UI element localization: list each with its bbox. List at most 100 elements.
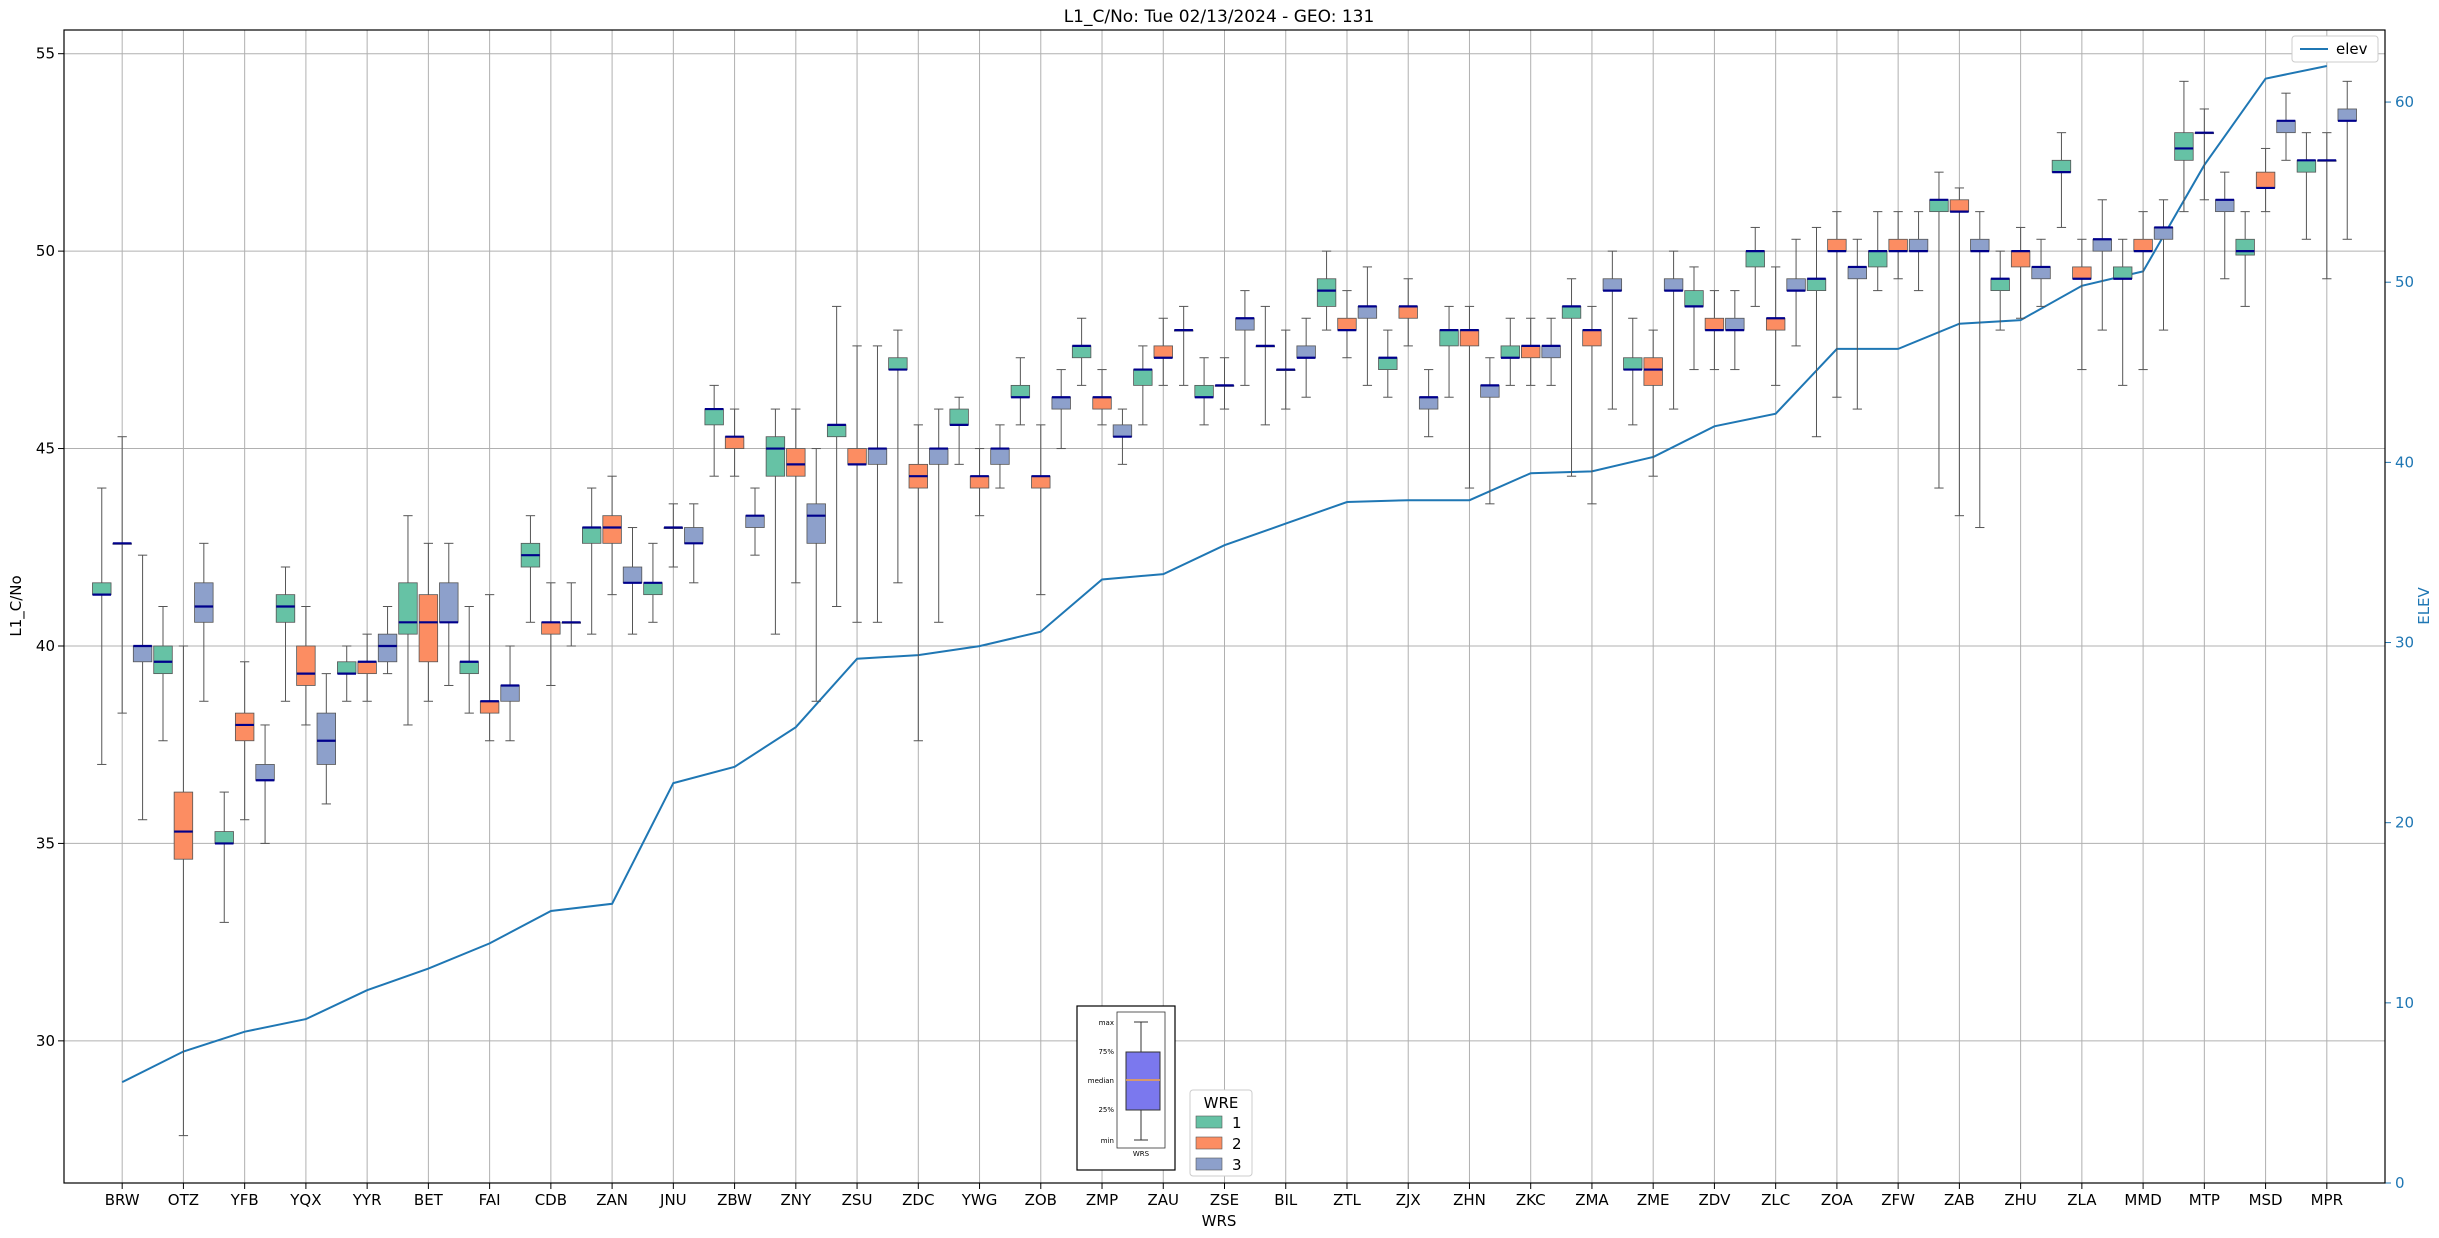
box-ZDV-wre3 bbox=[1725, 290, 1745, 371]
box-iqr bbox=[1765, 317, 1786, 331]
box-iqr bbox=[1480, 384, 1500, 398]
x-tick-label: FAI bbox=[479, 1191, 501, 1209]
box-iqr bbox=[622, 566, 643, 584]
box-iqr bbox=[2051, 159, 2072, 173]
box-ZAB-wre1 bbox=[1929, 171, 1949, 489]
box-ZSE-wre3 bbox=[1235, 290, 1255, 386]
box-iqr bbox=[602, 515, 622, 544]
box-iqr bbox=[704, 408, 724, 426]
box-ZBW-wre3 bbox=[745, 487, 765, 556]
box-YFB-wre3 bbox=[255, 724, 275, 844]
wre-legend-title: WRE bbox=[1204, 1094, 1239, 1112]
box-ZAN-wre3 bbox=[622, 527, 643, 635]
box-ZJX-wre2 bbox=[1398, 278, 1418, 347]
box-ZMP-wre3 bbox=[1112, 408, 1133, 465]
box-iqr bbox=[1949, 199, 1970, 213]
x-tick-label: ZLA bbox=[2067, 1191, 2097, 1209]
x-tick-label: MTP bbox=[2189, 1191, 2220, 1209]
box-ZHU-wre2 bbox=[2010, 226, 2031, 319]
box-iqr bbox=[1970, 238, 1990, 252]
box-ZAU-wre1 bbox=[1133, 345, 1153, 426]
box-iqr bbox=[214, 831, 234, 844]
box-iqr bbox=[1868, 250, 1888, 268]
box-ZMA-wre2 bbox=[1582, 305, 1602, 505]
box-iqr bbox=[234, 712, 255, 742]
wre-legend-swatch-1 bbox=[1195, 1115, 1223, 1129]
box-iqr bbox=[1337, 317, 1357, 331]
box-iqr bbox=[826, 424, 847, 438]
x-tick-label: ZAB bbox=[1944, 1191, 1975, 1209]
x-tick-label: BET bbox=[414, 1191, 444, 1209]
box-ZNY-wre1 bbox=[765, 408, 786, 635]
box-iqr bbox=[2235, 238, 2255, 256]
box-ZBW-wre1 bbox=[704, 384, 724, 477]
box-BRW-wre2 bbox=[112, 436, 132, 714]
box-iqr bbox=[643, 582, 663, 596]
wre-legend-swatch-2 bbox=[1195, 1136, 1223, 1150]
x-tick-label: YYR bbox=[352, 1191, 382, 1209]
box-ZTL-wre1 bbox=[1316, 250, 1337, 331]
box-ZSU-wre3 bbox=[867, 345, 888, 623]
y2-tick-label: 20 bbox=[2395, 814, 2414, 832]
box-ZOA-wre1 bbox=[1806, 226, 1827, 438]
box-ZFW-wre2 bbox=[1888, 211, 1908, 280]
box-iqr bbox=[1500, 345, 1520, 359]
inset-label-q1: 25% bbox=[1098, 1106, 1114, 1114]
box-ZLC-wre2 bbox=[1765, 266, 1786, 386]
x-tick-label: ZDC bbox=[902, 1191, 934, 1209]
x-tick-label: ZLC bbox=[1761, 1191, 1790, 1209]
box-YYR-wre1 bbox=[337, 645, 357, 702]
box-ZDC-wre3 bbox=[929, 408, 949, 623]
box-ZHU-wre1 bbox=[1990, 250, 2010, 331]
y-tick-label: 35 bbox=[36, 834, 55, 852]
box-iqr bbox=[1133, 369, 1153, 386]
box-iqr bbox=[316, 712, 336, 765]
box-MSD-wre1 bbox=[2235, 211, 2255, 307]
box-iqr bbox=[2296, 159, 2317, 173]
x-tick-label: YWG bbox=[961, 1191, 998, 1209]
box-ZSE-wre2 bbox=[1214, 357, 1235, 410]
x-tick-label: JNU bbox=[659, 1191, 687, 1209]
box-CDB-wre3 bbox=[561, 582, 581, 647]
x-tick-label: YQX bbox=[289, 1191, 321, 1209]
box-BRW-wre3 bbox=[132, 554, 153, 821]
box-MPR-wre2 bbox=[2317, 132, 2337, 280]
box-ZME-wre1 bbox=[1623, 317, 1643, 426]
box-iqr bbox=[173, 791, 194, 860]
box-iqr bbox=[2174, 132, 2194, 161]
box-iqr bbox=[1459, 329, 1480, 347]
box-iqr bbox=[1602, 278, 1623, 292]
box-ZDC-wre2 bbox=[908, 424, 928, 742]
box-ZAU-wre2 bbox=[1153, 317, 1173, 386]
x-tick-label: ZME bbox=[1637, 1191, 1670, 1209]
x-tick-label: MPR bbox=[2311, 1191, 2343, 1209]
box-YWG-wre1 bbox=[949, 396, 969, 465]
x-tick-label: ZAN bbox=[596, 1191, 628, 1209]
box-ZOB-wre3 bbox=[1051, 369, 1071, 450]
box-iqr bbox=[1541, 345, 1561, 359]
box-ZAU-wre3 bbox=[1173, 305, 1194, 386]
box-ZKC-wre2 bbox=[1521, 317, 1541, 386]
x-tick-label: CDB bbox=[535, 1191, 567, 1209]
box-ZHN-wre3 bbox=[1480, 357, 1500, 505]
box-iqr bbox=[1398, 306, 1418, 319]
y2-tick-label: 10 bbox=[2395, 994, 2414, 1012]
box-iqr bbox=[1439, 329, 1459, 347]
box-MPR-wre1 bbox=[2296, 132, 2317, 240]
box-MMD-wre2 bbox=[2133, 211, 2153, 371]
box-iqr bbox=[2133, 238, 2153, 252]
box-iqr bbox=[1194, 384, 1214, 398]
box-ZMA-wre1 bbox=[1561, 278, 1582, 477]
box-ZHU-wre3 bbox=[2031, 238, 2051, 307]
box-iqr bbox=[337, 661, 357, 675]
box-ZLA-wre3 bbox=[2092, 199, 2112, 331]
y-tick-label: 50 bbox=[36, 242, 55, 260]
wre-legend: WRE 1 2 3 bbox=[1189, 1089, 1253, 1177]
box-iqr bbox=[1623, 357, 1643, 370]
box-FAI-wre3 bbox=[500, 645, 520, 742]
box-BET-wre2 bbox=[418, 542, 439, 702]
box-iqr bbox=[1010, 384, 1031, 398]
y-tick-label: 30 bbox=[36, 1032, 55, 1050]
box-iqr bbox=[582, 527, 602, 544]
box-iqr bbox=[153, 645, 173, 675]
